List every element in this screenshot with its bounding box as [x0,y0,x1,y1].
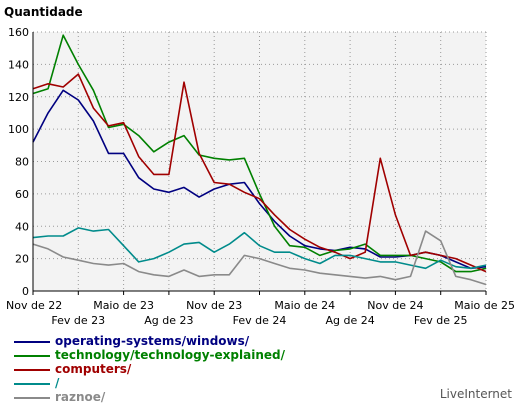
x-tick-label: Maio de 23 [93,299,154,312]
legend-label: technology/technology-explained/ [55,348,285,362]
plot-area-background [33,32,486,291]
y-tick-label: 0 [22,285,29,298]
x-tick-label: Nov de 24 [367,299,423,312]
x-tick-label: Fev de 25 [414,314,468,327]
y-tick-label: 20 [15,253,29,266]
x-tick-label: Maio de 25 [454,299,515,312]
legend-swatch [14,341,50,343]
y-tick-label: 160 [8,26,29,39]
x-tick-label: Nov de 22 [6,299,62,312]
series-lines [32,34,487,286]
x-tick-label: Maio de 24 [274,299,335,312]
y-axis-title: Quantidade [4,5,83,19]
series-line-4 [32,230,487,286]
watermark: LiveInternet [439,387,512,401]
legend-swatch [14,383,50,385]
legend-label: / [55,376,60,390]
x-tick-label: Ag de 23 [144,314,193,327]
legend-swatch [14,369,50,371]
y-tick-label: 120 [8,91,29,104]
y-tick-label: 60 [15,188,29,201]
tick-labels: 0 20 40 60 80 100 120 140 160 Nov de 22 Fev de 23 M… [6,26,515,327]
legend-label: computers/ [55,362,132,376]
legend-label: operating-systems/windows/ [55,334,250,348]
x-tick-label: Fev de 23 [51,314,105,327]
series-line-2 [32,73,487,273]
x-tick-label: Fev de 24 [233,314,287,327]
x-tick-label: Nov de 23 [186,299,242,312]
legend-label: raznoe/ [55,390,106,404]
legend-swatch [14,397,50,399]
y-tick-label: 40 [15,220,29,233]
y-tick-label: 80 [15,156,29,169]
y-tick-label: 140 [8,58,29,71]
series-line-3 [32,227,487,270]
x-tick-label: Ag de 24 [325,314,374,327]
y-tick-label: 100 [8,123,29,136]
legend-swatch [14,355,50,357]
